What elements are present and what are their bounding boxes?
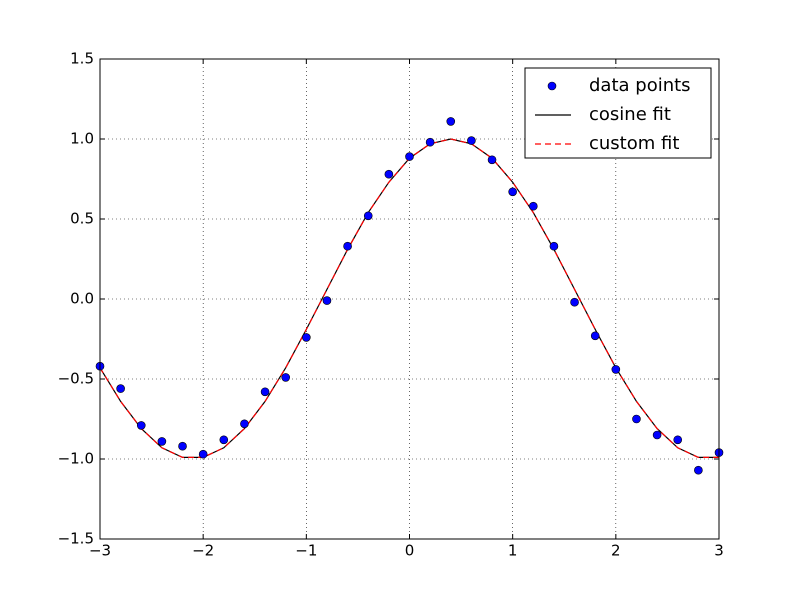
data-point	[302, 333, 311, 342]
axes-frame	[99, 58, 720, 540]
data-point	[446, 117, 456, 126]
y-tick-label: −1.0	[58, 450, 94, 468]
data-point	[425, 137, 435, 147]
data-point	[694, 465, 703, 475]
y-tick-label: 1.5	[70, 50, 94, 68]
data-point	[343, 241, 352, 251]
y-tick-label: −1.5	[58, 530, 94, 548]
data-point	[116, 384, 125, 393]
data-point	[549, 241, 559, 251]
data-point	[240, 419, 249, 429]
x-tick-label: −1	[295, 542, 317, 560]
y-tick-label: 1.0	[70, 130, 94, 148]
data-point	[652, 430, 662, 440]
data-point	[405, 152, 414, 161]
x-tick-label: 3	[714, 542, 724, 560]
x-tick-label: −3	[89, 542, 111, 560]
data-point	[281, 373, 291, 382]
x-tick-label: 0	[405, 542, 415, 560]
data-point	[363, 211, 373, 221]
data-point	[157, 437, 167, 446]
data-point	[590, 331, 600, 341]
x-tick-label: 2	[611, 542, 621, 560]
y-tick-label: 0.0	[70, 290, 94, 308]
x-tick-label: 1	[508, 542, 518, 560]
data-point	[219, 435, 229, 445]
data-point	[136, 421, 146, 430]
data-point	[487, 155, 497, 165]
legend-label: data points	[589, 75, 691, 96]
data-point	[322, 296, 332, 305]
data-point	[260, 387, 270, 397]
legend-label: cosine fit	[589, 104, 671, 125]
y-tick-label: −0.5	[58, 370, 94, 388]
legend-label: custom fit	[589, 133, 679, 154]
data-point	[178, 441, 187, 451]
data-point	[570, 297, 579, 307]
data-point	[632, 414, 641, 424]
legend-marker	[547, 81, 557, 91]
data-point	[467, 136, 476, 145]
x-tick-label: −2	[192, 542, 214, 560]
data-point	[528, 201, 538, 211]
data-point	[508, 187, 517, 197]
data-point	[673, 435, 683, 445]
data-point	[198, 449, 208, 459]
data-point	[611, 365, 621, 374]
data-point	[384, 169, 394, 179]
y-tick-label: 0.5	[70, 210, 94, 228]
legend-box	[524, 67, 712, 159]
